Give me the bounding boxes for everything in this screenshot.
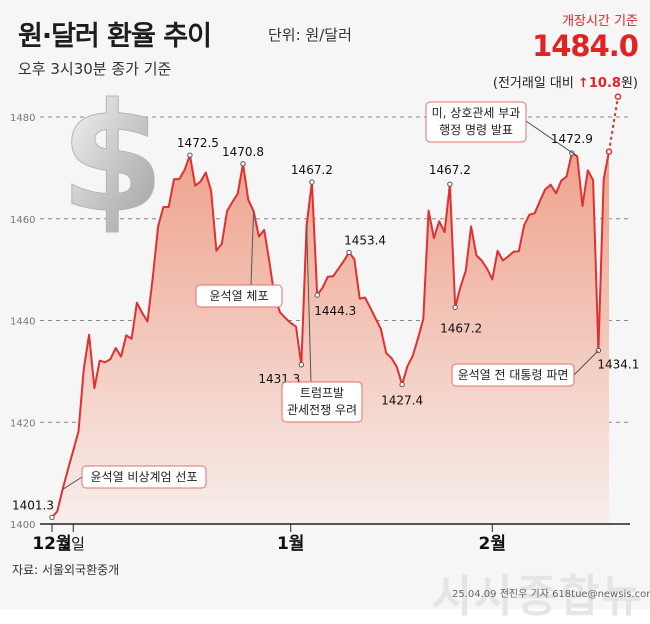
x-tick-label: 12월: [32, 534, 71, 554]
change-label: (전거래일 대비 ↑10.8원): [493, 72, 638, 91]
y-tick-label: 1440: [10, 317, 35, 328]
data-point-marker: [309, 179, 315, 185]
callout-line: [62, 476, 83, 490]
x-axis: 12월2일1월2월3월4월9일: [32, 523, 630, 554]
y-tick-label: 1420: [10, 418, 35, 429]
data-label: 1472.9: [551, 132, 593, 146]
exchange-rate-chart: 1400 1420 1440 1460 1480 $ 1401.3 1472.51470.…: [10, 72, 639, 555]
annotations: 1401.31472.51470.81467.21453.41444.31431…: [12, 93, 639, 521]
data-point-marker: [452, 304, 458, 310]
callout-box: [281, 381, 363, 423]
data-label: 1434.1: [597, 358, 639, 372]
data-label: 1467.2: [429, 163, 471, 177]
change-value: ↑10.8: [577, 76, 621, 91]
open-value: 1484.0: [532, 29, 639, 63]
data-point-marker: [49, 514, 55, 521]
data-point-marker: [346, 249, 352, 256]
callout-text: 윤석열 비상계엄 선포: [91, 470, 198, 484]
data-point-marker: [447, 181, 453, 187]
y-tick-label: 1400: [10, 520, 35, 531]
x-tick-label: 1월: [277, 534, 304, 554]
last-close-marker: [605, 148, 613, 155]
unit-label: 단위: 원/달러: [268, 26, 352, 44]
callout-text: 미, 상호관세 부과: [432, 106, 521, 120]
callout-text: 트럼프발: [300, 386, 344, 400]
data-point-marker: [240, 161, 246, 167]
callout-line: [306, 225, 312, 383]
data-point-marker: [298, 362, 305, 368]
data-point-marker: [399, 381, 405, 388]
data-point-marker: [187, 152, 193, 158]
callout-text: 행정 명령 발표: [439, 122, 513, 137]
callout-line: [525, 120, 578, 157]
callout-line: [250, 211, 255, 286]
chart-subtitle: 오후 3시30분 종가 기준: [18, 60, 172, 78]
credit-label: 25.04.09 전진우 기자 618tue@newsis.com: [452, 589, 650, 600]
series-line: [51, 151, 610, 519]
callout-box: [81, 465, 207, 489]
data-label: 1472.5: [177, 136, 219, 150]
data-label: 1467.2: [440, 321, 482, 335]
data-label: 1444.3: [314, 304, 356, 318]
y-tick-label: 1480: [10, 113, 35, 124]
y-axis: 1400 1420 1440 1460 1480: [10, 113, 35, 531]
callout-box: [195, 284, 283, 308]
data-label: 1453.4: [344, 233, 386, 247]
infographic: 원·달러 환율 추이 단위: 원/달러 오후 3시30분 종가 기준 개장시간 …: [10, 14, 650, 622]
open-caption: 개장시간 기준: [562, 14, 638, 29]
callout-text: 윤석열 전 대통령 파면: [458, 368, 569, 382]
callout-box: [425, 101, 527, 143]
data-point-marker: [314, 292, 320, 298]
dollar-icon: $: [60, 72, 164, 246]
change-suffix: 원): [620, 76, 638, 91]
x-tick-label: 2월: [479, 534, 506, 554]
callout-text: 관세전쟁 우려: [287, 403, 357, 417]
chart-title: 원·달러 환율 추이: [18, 21, 212, 52]
data-label: 1470.8: [222, 145, 264, 159]
callout-box: [451, 363, 575, 387]
open-value-segment: [608, 96, 619, 152]
data-label: 1401.3: [12, 498, 54, 512]
callout-line: [573, 350, 599, 376]
source-label: 자료: 서울외국환중개: [12, 563, 120, 577]
y-tick-label: 1460: [10, 215, 35, 226]
x-tick-label: 2일: [62, 535, 85, 553]
open-value-marker: [614, 93, 622, 100]
data-label: 1427.4: [381, 394, 423, 408]
change-prefix: (전거래일 대비: [492, 76, 578, 91]
data-label: 1467.2: [291, 163, 333, 177]
callout-text: 윤석열 체포: [209, 289, 268, 303]
